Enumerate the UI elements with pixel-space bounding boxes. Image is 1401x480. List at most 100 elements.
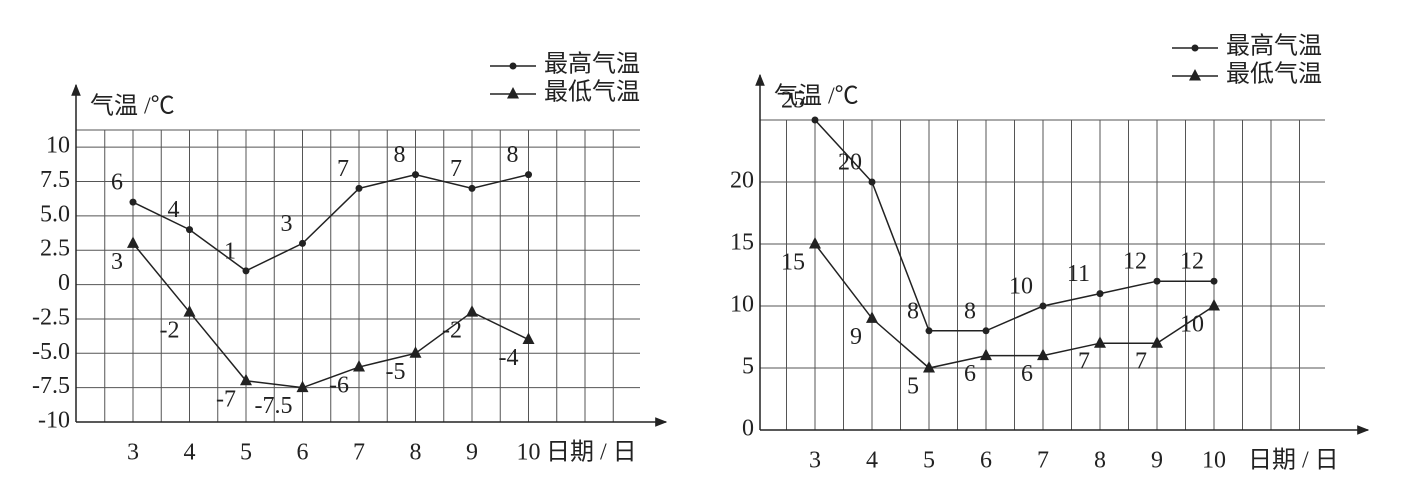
y-tick-label: 2.5 [40, 236, 70, 262]
y-axis-label: 气温 /℃ [774, 83, 859, 110]
data-label: 11 [1067, 261, 1090, 287]
data-label: -4 [499, 345, 519, 371]
data-label: 9 [850, 324, 862, 350]
point-marker [127, 236, 139, 248]
legend-label: 最低气温 [544, 79, 640, 106]
point-marker [1096, 290, 1104, 298]
point-marker [1208, 299, 1220, 311]
data-label: 7 [1078, 349, 1090, 375]
x-tick-label: 3 [127, 440, 139, 466]
point-marker [466, 305, 478, 317]
point-marker [509, 62, 517, 70]
x-tick-label: 8 [410, 440, 422, 466]
point-marker [1094, 336, 1106, 348]
y-tick-label: -10 [38, 408, 70, 434]
y-tick-label: 20 [730, 168, 754, 194]
point-marker [809, 237, 821, 249]
data-label: -6 [329, 373, 349, 399]
point-marker [186, 226, 193, 234]
point-marker [1191, 44, 1199, 52]
data-label: 8 [964, 298, 976, 324]
point-marker [240, 373, 252, 386]
data-label: 6 [111, 170, 123, 196]
data-label: 3 [281, 211, 293, 237]
data-label: 3 [111, 249, 123, 275]
data-label: 8 [394, 142, 406, 168]
point-marker [1153, 277, 1161, 285]
point-marker [868, 178, 876, 186]
y-tick-label: -7.5 [32, 373, 70, 399]
y-tick-label: 10 [46, 133, 70, 159]
series-line [814, 119, 1214, 332]
y-tick-label: 5 [742, 354, 754, 380]
point-marker [299, 239, 306, 247]
x-axis-label: 日期 / 日 [1248, 448, 1339, 474]
data-label: 7 [1135, 349, 1147, 375]
data-label: 25 [781, 88, 805, 114]
point-marker [980, 348, 992, 361]
x-tick-label: 3 [809, 448, 821, 474]
y-tick-label: -2.5 [32, 304, 70, 330]
x-tick-label: 4 [184, 440, 196, 466]
point-marker [1151, 336, 1163, 348]
y-axis-label: 气温 /℃ [90, 93, 175, 120]
point-marker [468, 184, 476, 192]
point-marker [1210, 277, 1218, 285]
point-marker [1037, 348, 1049, 361]
x-tick-label: 4 [866, 448, 878, 474]
x-tick-label: 6 [297, 440, 309, 466]
data-label: 4 [168, 197, 180, 223]
x-tick-label: 8 [1094, 448, 1106, 474]
point-marker [296, 380, 309, 393]
x-tick-label: 6 [980, 448, 992, 474]
point-marker [923, 361, 935, 373]
point-marker [982, 327, 990, 335]
x-tick-label: 10 [1202, 448, 1226, 474]
y-tick-label: 5.0 [40, 201, 70, 227]
x-tick-label: 5 [923, 448, 935, 474]
y-tick-label: 10 [730, 292, 754, 318]
point-marker [522, 332, 535, 345]
data-label: 5 [907, 374, 919, 400]
x-tick-label: 7 [1037, 448, 1049, 474]
y-tick-label: 7.5 [40, 167, 70, 193]
x-tick-label: 10 [517, 440, 541, 466]
data-label: 8 [907, 298, 919, 324]
point-marker [1039, 302, 1047, 310]
data-label: -2 [442, 318, 462, 344]
data-label: -7 [216, 386, 236, 412]
point-marker [409, 346, 422, 358]
point-marker [353, 360, 365, 372]
x-tick-label: 5 [240, 440, 252, 466]
data-label: 15 [781, 250, 805, 276]
legend-label: 最高气温 [544, 51, 640, 78]
point-marker [811, 116, 819, 124]
legend-label: 最高气温 [1226, 33, 1322, 60]
point-marker [129, 198, 137, 206]
point-marker [507, 87, 519, 99]
data-label: 6 [964, 361, 976, 387]
data-label: 7 [337, 156, 349, 182]
point-marker [242, 267, 250, 275]
data-label: -2 [160, 318, 180, 344]
y-tick-label: 0 [742, 416, 754, 442]
x-tick-label: 9 [1151, 448, 1163, 474]
point-marker [183, 305, 196, 317]
x-tick-label: 7 [353, 440, 365, 466]
series-line [132, 173, 529, 272]
data-label: 6 [1021, 361, 1033, 387]
y-tick-label: 15 [730, 230, 754, 256]
series-line [132, 242, 529, 389]
data-label: 12 [1180, 249, 1204, 275]
data-label: 7 [450, 156, 462, 182]
data-label: 10 [1009, 274, 1033, 300]
data-label: -5 [386, 359, 406, 385]
series-line [814, 243, 1215, 369]
point-marker [412, 171, 419, 179]
point-marker [925, 327, 933, 335]
data-label: 20 [838, 150, 862, 176]
data-label: 8 [507, 142, 519, 168]
point-marker [525, 171, 532, 179]
point-marker [355, 184, 363, 192]
